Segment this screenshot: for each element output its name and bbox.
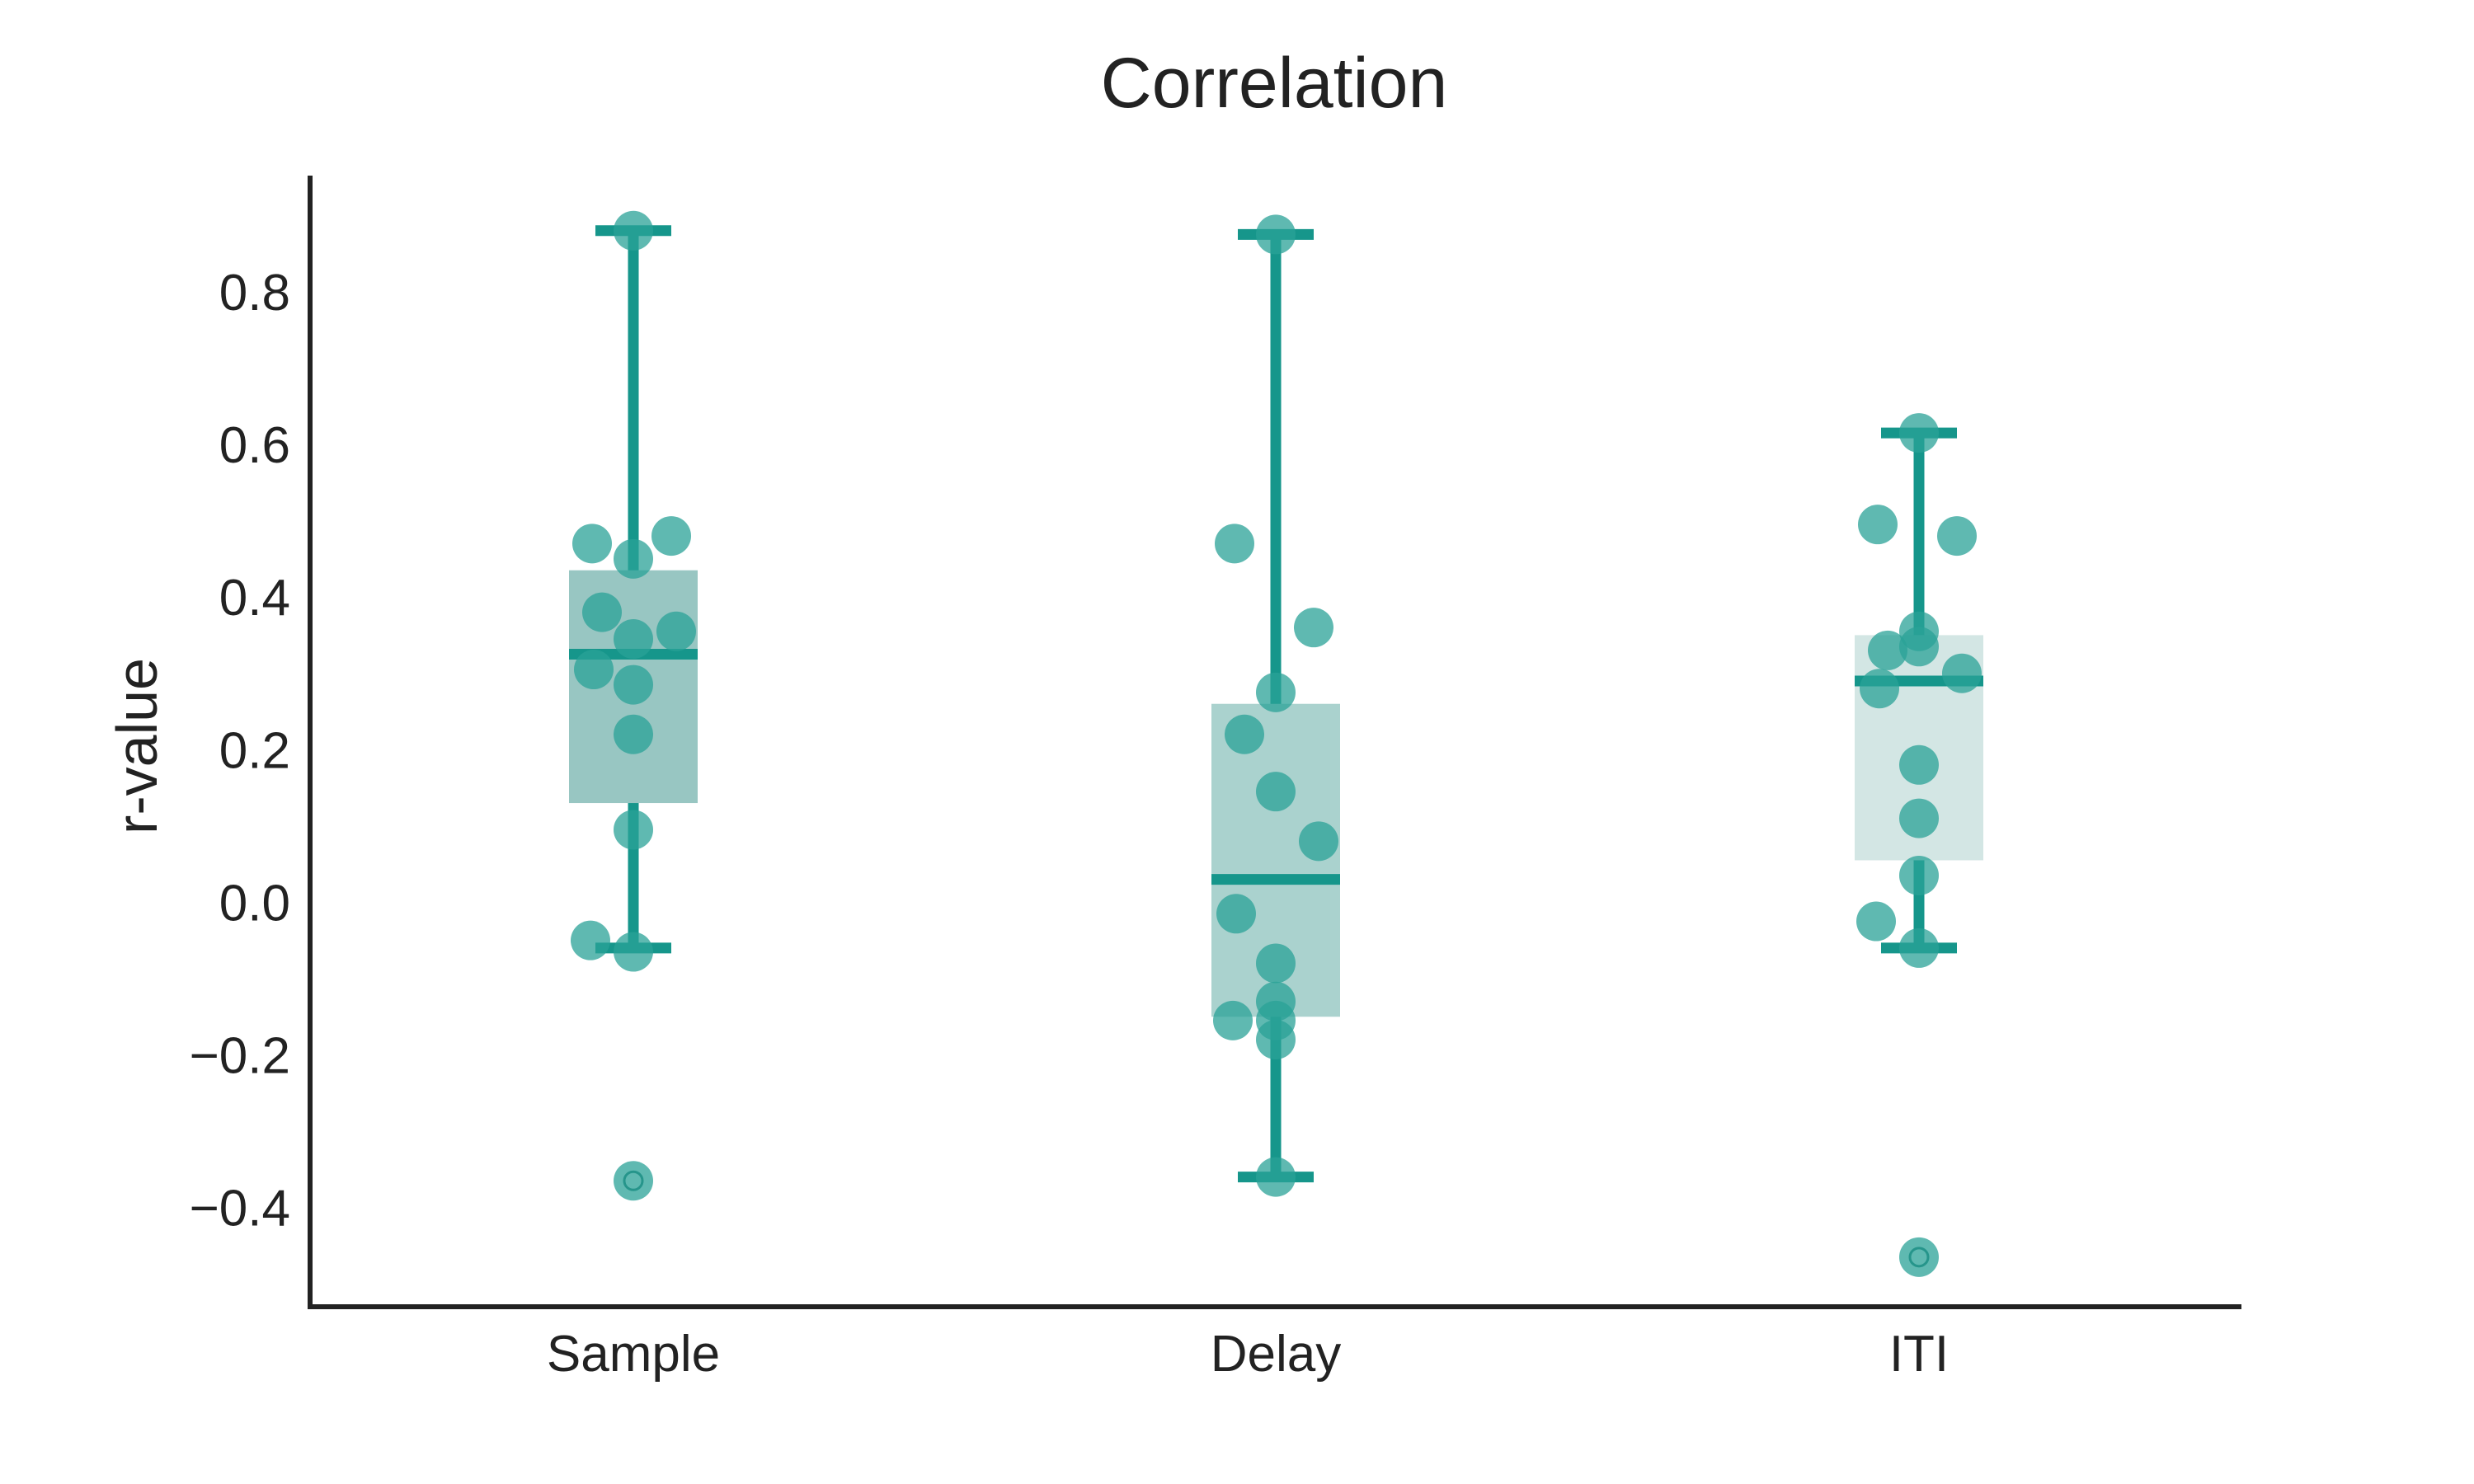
x-tick-label-sample: Sample <box>547 1326 720 1383</box>
data-point-iti <box>1899 744 1939 785</box>
data-point-iti <box>1899 627 1939 667</box>
x-ticks: Sample Delay ITI <box>547 1326 1949 1383</box>
data-point-iti <box>1942 653 1982 693</box>
data-point-sample <box>614 210 653 251</box>
data-point-delay <box>1256 672 1296 712</box>
y-tick-label: 0.8 <box>219 265 290 322</box>
data-point-sample <box>614 665 653 705</box>
chart-title: Correlation <box>1101 44 1448 123</box>
data-point-sample <box>572 524 612 564</box>
y-tick-label: 0.0 <box>219 875 290 932</box>
data-point-delay <box>1256 1020 1296 1060</box>
data-point-delay <box>1256 214 1296 255</box>
data-point-sample <box>614 932 653 972</box>
data-point-sample <box>574 650 614 690</box>
data-point-sample <box>614 810 653 850</box>
data-point-sample <box>651 516 691 556</box>
x-tick-label-delay: Delay <box>1211 1326 1342 1383</box>
data-point-sample <box>656 611 696 651</box>
data-point-delay <box>1256 943 1296 984</box>
data-point-sample <box>614 714 653 754</box>
data-point-iti <box>1856 901 1896 942</box>
data-point-sample <box>614 619 653 660</box>
y-axis-label: r-value <box>105 658 169 834</box>
y-tick-label: 0.2 <box>219 722 290 779</box>
data-point-sample <box>614 538 653 579</box>
y-tick-label: 0.4 <box>219 570 290 627</box>
data-point-delay <box>1213 1000 1253 1040</box>
points-layer <box>571 210 1982 1277</box>
data-point-iti <box>1899 413 1939 453</box>
data-point-delay <box>1216 894 1256 934</box>
data-point-sample <box>571 920 610 960</box>
data-point-iti <box>1937 516 1977 556</box>
data-point-sample <box>582 592 622 632</box>
data-point-delay <box>1225 714 1264 754</box>
data-point-iti <box>1899 928 1939 968</box>
y-ticks: −0.4 −0.2 0.0 0.2 0.4 0.6 0.8 <box>190 265 290 1237</box>
data-point-sample <box>614 1161 653 1201</box>
x-tick-label-iti: ITI <box>1889 1326 1949 1383</box>
y-tick-label: 0.6 <box>219 417 290 474</box>
data-point-delay <box>1256 772 1296 812</box>
data-point-iti <box>1860 669 1899 709</box>
data-point-delay <box>1215 524 1254 564</box>
data-point-iti <box>1868 630 1907 670</box>
y-tick-label: −0.4 <box>190 1181 290 1237</box>
data-point-delay <box>1294 608 1333 648</box>
data-point-iti <box>1899 855 1939 895</box>
data-point-delay <box>1256 1157 1296 1197</box>
data-point-iti <box>1858 505 1898 545</box>
data-point-iti <box>1899 1237 1939 1277</box>
data-point-delay <box>1299 821 1338 862</box>
y-tick-label: −0.2 <box>190 1028 290 1085</box>
data-point-iti <box>1899 798 1939 838</box>
